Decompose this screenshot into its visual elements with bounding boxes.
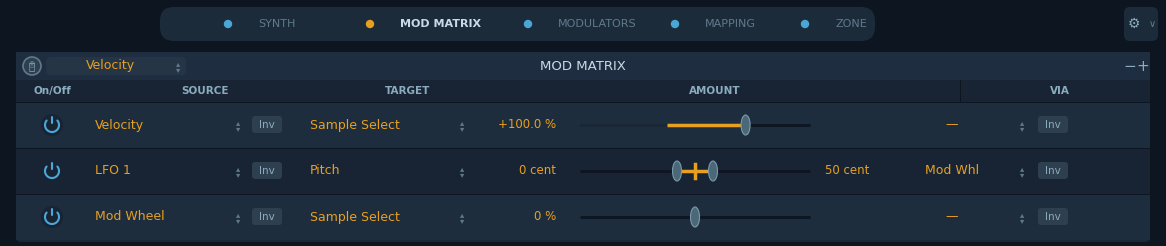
FancyBboxPatch shape	[1038, 116, 1068, 133]
Circle shape	[41, 114, 63, 136]
Text: Mod Wheel: Mod Wheel	[94, 211, 164, 224]
Circle shape	[41, 160, 63, 182]
FancyBboxPatch shape	[252, 162, 282, 179]
Text: ▴: ▴	[236, 164, 240, 173]
FancyBboxPatch shape	[16, 52, 1150, 242]
Bar	[16, 52, 1150, 80]
Text: Sample Select: Sample Select	[310, 211, 400, 224]
Text: ▾: ▾	[459, 170, 464, 179]
Ellipse shape	[742, 115, 750, 135]
Text: ⓡ: ⓡ	[29, 62, 35, 72]
Text: 50 cent: 50 cent	[826, 165, 870, 178]
Text: —: —	[946, 211, 958, 224]
Text: ▴: ▴	[236, 210, 240, 219]
FancyBboxPatch shape	[252, 116, 282, 133]
Text: ▴: ▴	[459, 118, 464, 127]
Bar	[16, 148, 1150, 194]
Text: ▾: ▾	[459, 124, 464, 133]
Text: Inv: Inv	[259, 166, 275, 176]
Text: ▴: ▴	[1020, 164, 1024, 173]
Text: AMOUNT: AMOUNT	[689, 86, 740, 96]
Circle shape	[801, 20, 808, 28]
Ellipse shape	[690, 207, 700, 227]
FancyBboxPatch shape	[1038, 208, 1068, 225]
Text: Inv: Inv	[1045, 120, 1061, 130]
FancyBboxPatch shape	[160, 7, 874, 41]
Bar	[16, 102, 1150, 148]
Bar	[16, 194, 1150, 240]
FancyBboxPatch shape	[1038, 162, 1068, 179]
Text: Inv: Inv	[259, 120, 275, 130]
Text: Velocity: Velocity	[94, 119, 145, 132]
Text: TARGET: TARGET	[385, 86, 430, 96]
Text: ▾: ▾	[459, 216, 464, 225]
Circle shape	[525, 20, 532, 28]
Text: Sample Select: Sample Select	[310, 119, 400, 132]
Ellipse shape	[709, 161, 717, 181]
Text: MAPPING: MAPPING	[705, 19, 756, 29]
Text: ®: ®	[28, 62, 36, 71]
Text: Inv: Inv	[1045, 212, 1061, 222]
Text: ▾: ▾	[236, 216, 240, 225]
Text: SOURCE: SOURCE	[181, 86, 229, 96]
Text: ▴: ▴	[1020, 118, 1024, 127]
Text: SYNTH: SYNTH	[258, 19, 295, 29]
Circle shape	[23, 57, 41, 75]
Text: ▾: ▾	[1020, 170, 1024, 179]
Text: —: —	[946, 119, 958, 132]
Text: ▾: ▾	[1020, 124, 1024, 133]
Text: +100.0 %: +100.0 %	[498, 119, 556, 132]
Text: ZONE: ZONE	[835, 19, 866, 29]
Text: ▾: ▾	[236, 170, 240, 179]
Text: ▾: ▾	[176, 65, 180, 75]
Text: VIA: VIA	[1051, 86, 1070, 96]
Bar	[16, 80, 1150, 102]
Circle shape	[672, 20, 679, 28]
Text: MOD MATRIX: MOD MATRIX	[400, 19, 482, 29]
Bar	[16, 102, 1150, 103]
Text: 0 %: 0 %	[534, 211, 556, 224]
Bar	[16, 148, 1150, 149]
Text: ∨: ∨	[1149, 19, 1156, 29]
Text: MODULATORS: MODULATORS	[559, 19, 637, 29]
Circle shape	[41, 206, 63, 228]
Text: Pitch: Pitch	[310, 165, 340, 178]
FancyBboxPatch shape	[252, 208, 282, 225]
Text: ▾: ▾	[1020, 216, 1024, 225]
FancyBboxPatch shape	[45, 57, 187, 75]
Text: 0 cent: 0 cent	[519, 165, 556, 178]
Text: ▾: ▾	[236, 124, 240, 133]
Text: MOD MATRIX: MOD MATRIX	[540, 60, 626, 73]
Text: ▴: ▴	[1020, 210, 1024, 219]
Text: ⚙: ⚙	[1128, 17, 1140, 31]
Text: Mod Whl: Mod Whl	[925, 165, 979, 178]
Text: Velocity: Velocity	[85, 60, 134, 73]
Text: −: −	[1124, 59, 1137, 74]
Text: Inv: Inv	[1045, 166, 1061, 176]
Ellipse shape	[673, 161, 681, 181]
Text: On/Off: On/Off	[33, 86, 71, 96]
Circle shape	[366, 20, 373, 28]
Text: ▴: ▴	[236, 118, 240, 127]
Text: ▴: ▴	[459, 164, 464, 173]
FancyBboxPatch shape	[1124, 7, 1158, 41]
Text: Inv: Inv	[259, 212, 275, 222]
Text: ▴: ▴	[459, 210, 464, 219]
Bar	[16, 194, 1150, 195]
Text: ▴: ▴	[176, 60, 180, 68]
Circle shape	[225, 20, 232, 28]
Text: +: +	[1137, 59, 1150, 74]
Text: LFO 1: LFO 1	[94, 165, 131, 178]
